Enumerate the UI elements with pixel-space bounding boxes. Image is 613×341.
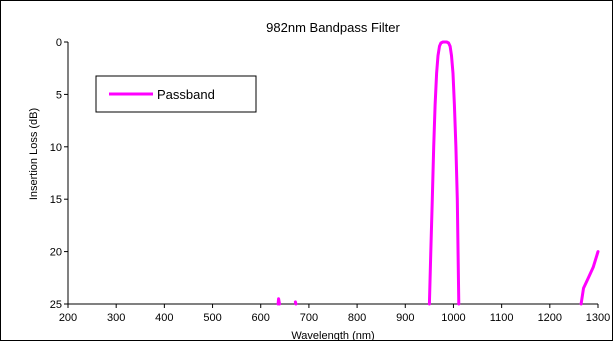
legend-label: Passband — [157, 87, 215, 102]
x-tick-label: 1300 — [586, 312, 610, 324]
x-tick-label: 500 — [203, 312, 221, 324]
x-tick-label: 600 — [252, 312, 270, 324]
x-tick-label: 1000 — [441, 312, 465, 324]
x-tick-label: 200 — [59, 312, 77, 324]
y-tick-label: 10 — [50, 142, 62, 154]
y-tick-label: 0 — [56, 37, 62, 49]
plot-series — [276, 40, 600, 306]
series-line-segment — [579, 250, 600, 306]
y-tick-label: 20 — [50, 247, 62, 259]
series-line-segment — [276, 297, 281, 306]
x-tick-label: 700 — [300, 312, 318, 324]
y-tick-label: 5 — [56, 89, 62, 101]
series-line-segment — [427, 40, 461, 306]
x-tick-label: 800 — [348, 312, 366, 324]
x-axis-label: Wavelength (nm) — [291, 330, 374, 341]
x-tick-label: 900 — [396, 312, 414, 324]
x-tick-label: 300 — [107, 312, 125, 324]
chart-title: 982nm Bandpass Filter — [266, 20, 400, 35]
x-tick-label: 1200 — [538, 312, 562, 324]
axes — [67, 42, 598, 305]
y-axis-label: Insertion Loss (dB) — [28, 108, 40, 200]
legend: Passband — [95, 75, 257, 113]
y-tick-label: 15 — [50, 194, 62, 206]
x-tick-label: 400 — [155, 312, 173, 324]
y-tick-label: 25 — [50, 299, 62, 311]
x-tick-label: 1100 — [490, 312, 514, 324]
series-line-segment — [293, 300, 298, 306]
